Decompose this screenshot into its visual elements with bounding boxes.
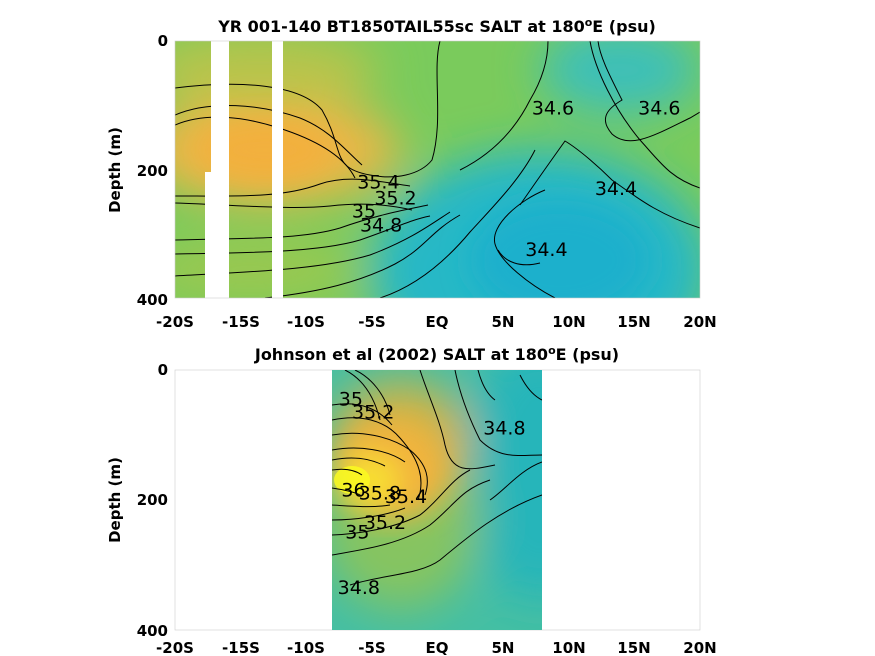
top-x-tick: EQ xyxy=(426,313,449,331)
bottom-x-tick: -10S xyxy=(287,639,325,656)
top-x-tick: -10S xyxy=(287,313,325,331)
top-chart-title: YR 001-140 BT1850TAIL55sc SALT at 180oE … xyxy=(217,16,656,36)
top-y-ticks: 0 200 400 xyxy=(137,32,168,309)
bottom-x-tick: -20S xyxy=(156,639,194,656)
top-x-tick: 20N xyxy=(683,313,716,331)
contour-label: 35.8 xyxy=(359,483,401,505)
bottom-x-tick: -15S xyxy=(222,639,260,656)
top-x-tick: -5S xyxy=(358,313,385,331)
bottom-contour-lines xyxy=(332,370,542,586)
top-y-tick: 400 xyxy=(137,291,168,309)
bottom-y-axis-label: Depth (m) xyxy=(106,457,124,543)
top-x-tick: -15S xyxy=(222,313,260,331)
contour-label: 34.4 xyxy=(595,178,637,200)
top-x-tick: 10N xyxy=(552,313,585,331)
top-x-tick: -20S xyxy=(156,313,194,331)
contour-label: 35 xyxy=(345,522,369,544)
top-x-ticks: -20S -15S -10S -5S EQ 5N 10N 15N 20N xyxy=(156,313,717,331)
contour-label: 34.6 xyxy=(638,98,680,120)
bottom-y-tick: 200 xyxy=(137,491,168,509)
bottom-salinity-field xyxy=(332,370,542,630)
bottom-panel: Johnson et al (2002) SALT at 180oE (psu) xyxy=(106,344,717,656)
bottom-chart-title: Johnson et al (2002) SALT at 180oE (psu) xyxy=(254,344,619,364)
contour-label: 34.8 xyxy=(338,577,380,599)
bottom-x-tick: 5N xyxy=(492,639,515,656)
top-x-tick: 15N xyxy=(617,313,650,331)
top-y-axis-label: Depth (m) xyxy=(106,127,124,213)
contour-label: 35 xyxy=(339,388,363,410)
top-missing-data xyxy=(205,41,283,299)
contour-label: 34.6 xyxy=(532,98,574,120)
bottom-y-tick: 0 xyxy=(158,361,168,379)
contour-label: 35.2 xyxy=(364,512,406,534)
contour-label: 34.8 xyxy=(360,214,402,236)
top-y-tick: 0 xyxy=(158,32,168,50)
bottom-x-tick: 15N xyxy=(617,639,650,656)
bottom-y-ticks: 0 200 400 xyxy=(137,361,168,640)
bottom-x-tick: 20N xyxy=(683,639,716,656)
bottom-x-ticks: -20S -15S -10S -5S EQ 5N 10N 15N 20N xyxy=(156,639,717,656)
contour-label: 35 xyxy=(352,200,376,222)
contour-label: 35.4 xyxy=(357,171,399,193)
bottom-x-tick: -5S xyxy=(358,639,385,656)
contour-label: 35.4 xyxy=(385,486,427,508)
contour-label: 35.2 xyxy=(374,187,416,209)
bottom-x-tick: 10N xyxy=(552,639,585,656)
contour-label: 34.4 xyxy=(525,239,567,261)
contour-label: 36 xyxy=(341,479,365,501)
contour-label: 34.8 xyxy=(483,418,525,440)
contour-label: 35.2 xyxy=(352,401,394,423)
top-panel: YR 001-140 BT1850TAIL55sc SALT at 180oE … xyxy=(106,16,717,331)
bottom-x-tick: EQ xyxy=(426,639,449,656)
bottom-y-tick: 400 xyxy=(137,622,168,640)
top-x-tick: 5N xyxy=(492,313,515,331)
top-plot-frame xyxy=(174,40,701,299)
top-contour-lines xyxy=(175,41,700,298)
top-y-tick: 200 xyxy=(137,162,168,180)
